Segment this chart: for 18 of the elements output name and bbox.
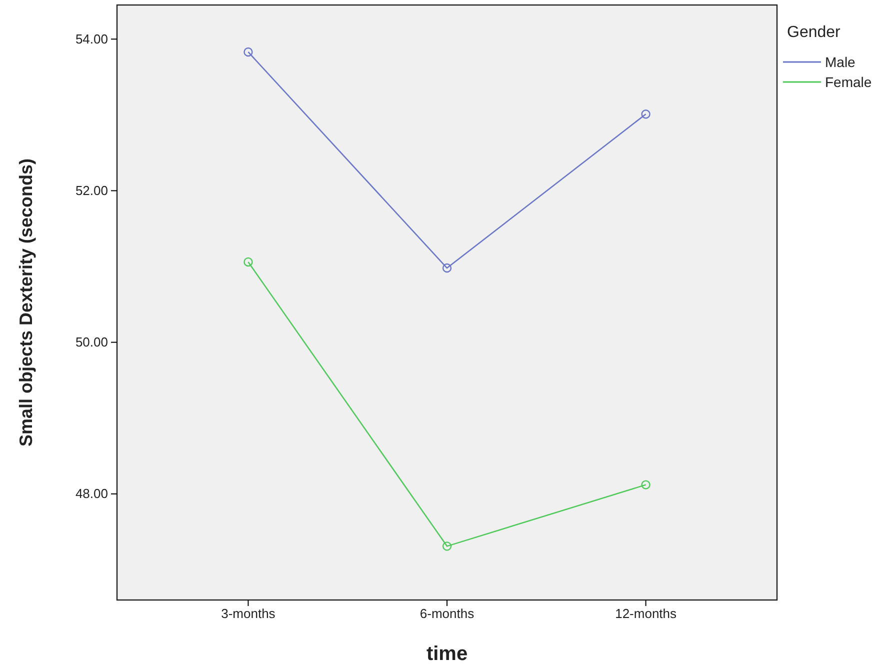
x-tick-label: 12-months <box>615 606 678 622</box>
y-tick-label: 54.00 <box>75 31 108 46</box>
y-axis-title: Small objects Dexterity (seconds) <box>16 158 36 447</box>
point <box>641 110 650 119</box>
x-tick-label: 3-months <box>221 606 276 622</box>
point <box>442 263 452 273</box>
point <box>641 480 650 490</box>
y-tick-label: 48.00 <box>75 486 108 502</box>
y-tick-label: 50.00 <box>75 334 108 350</box>
x-tick-label: 6-months <box>420 606 475 622</box>
point <box>244 257 253 267</box>
point <box>442 542 452 551</box>
y-tick-label: 52.00 <box>75 182 108 198</box>
legend-label: Female <box>825 74 872 90</box>
legend-title: Gender <box>787 24 842 41</box>
point <box>244 47 253 57</box>
x-axis-title: time <box>426 643 468 665</box>
legend-label: Male <box>825 54 856 70</box>
